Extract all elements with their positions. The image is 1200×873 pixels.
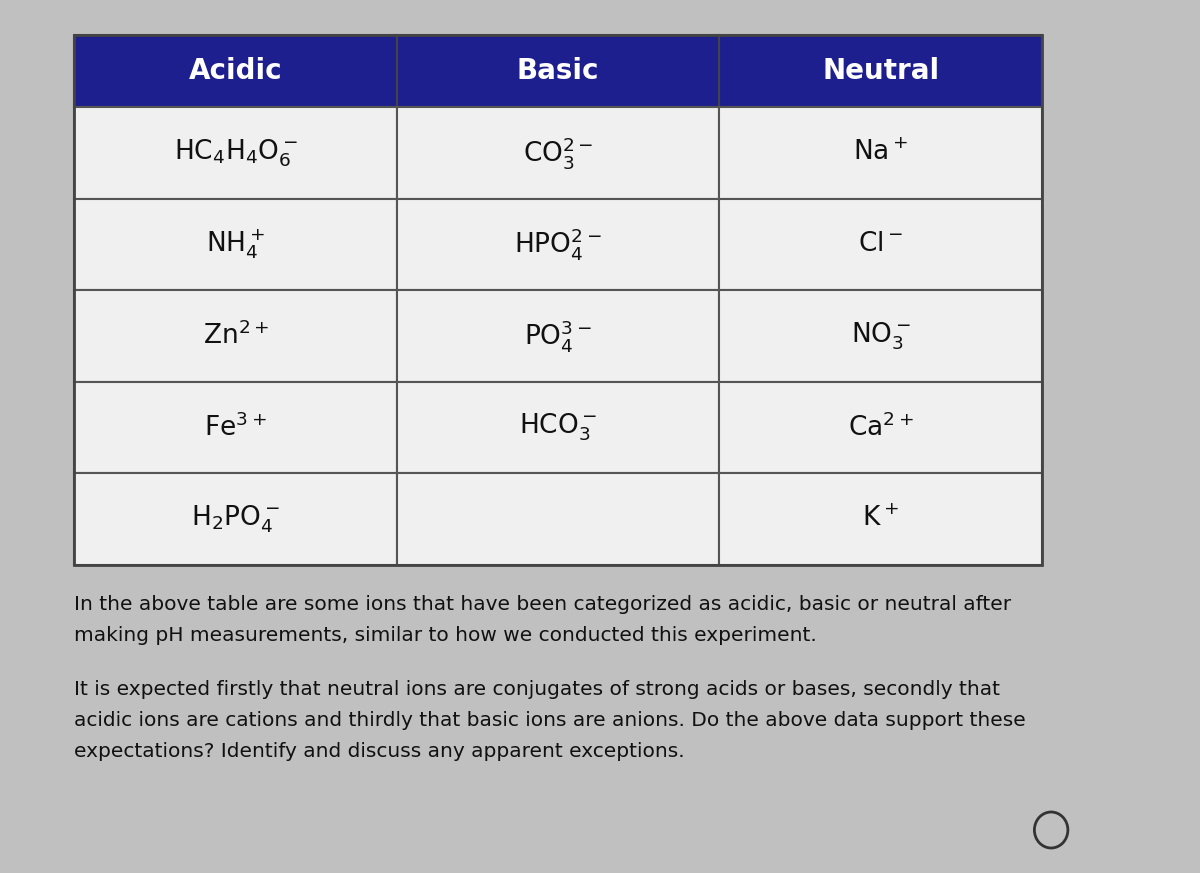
Bar [74,382,397,473]
Bar [397,198,719,290]
Bar [719,290,1042,382]
Text: Basic: Basic [517,57,599,85]
Text: $\mathregular{HC_4H_4O_6^-}$: $\mathregular{HC_4H_4O_6^-}$ [174,137,298,168]
Text: $\mathregular{Ca^{2+}}$: $\mathregular{Ca^{2+}}$ [847,413,913,442]
Bar [74,107,397,198]
Text: It is expected firstly that neutral ions are conjugates of strong acids or bases: It is expected firstly that neutral ions… [74,680,1026,761]
Text: Acidic: Acidic [188,57,282,85]
Bar [397,290,719,382]
Text: $\mathregular{NO_3^-}$: $\mathregular{NO_3^-}$ [851,320,911,352]
Bar [719,35,1042,107]
Bar [74,35,397,107]
Bar [397,35,719,107]
Bar [719,198,1042,290]
Text: $\mathregular{Zn^{2+}}$: $\mathregular{Zn^{2+}}$ [203,322,269,350]
Text: $\mathregular{HPO_4^{2-}}$: $\mathregular{HPO_4^{2-}}$ [515,226,602,263]
Bar [719,382,1042,473]
Text: Neutral: Neutral [822,57,940,85]
Text: $\mathregular{Fe^{3+}}$: $\mathregular{Fe^{3+}}$ [204,413,266,442]
Bar [719,107,1042,198]
Text: In the above table are some ions that have been categorized as acidic, basic or : In the above table are some ions that ha… [74,595,1012,645]
Text: $\mathregular{PO_4^{3-}}$: $\mathregular{PO_4^{3-}}$ [524,318,592,354]
Text: $\mathregular{HCO_3^-}$: $\mathregular{HCO_3^-}$ [518,412,598,443]
Text: $\mathregular{CO_3^{2-}}$: $\mathregular{CO_3^{2-}}$ [523,134,593,171]
Bar [74,198,397,290]
Text: $\mathregular{Na^+}$: $\mathregular{Na^+}$ [853,140,908,166]
Bar [719,473,1042,565]
Text: $\mathregular{Cl^-}$: $\mathregular{Cl^-}$ [858,231,904,258]
Text: $\mathregular{H_2PO_4^-}$: $\mathregular{H_2PO_4^-}$ [191,504,280,535]
Bar [397,107,719,198]
Bar [397,382,719,473]
Text: $\mathregular{NH_4^+}$: $\mathregular{NH_4^+}$ [206,228,265,261]
Bar [74,35,1042,565]
Text: $\mathregular{K^+}$: $\mathregular{K^+}$ [863,506,899,533]
Bar [74,473,397,565]
Bar [397,473,719,565]
Bar [74,290,397,382]
